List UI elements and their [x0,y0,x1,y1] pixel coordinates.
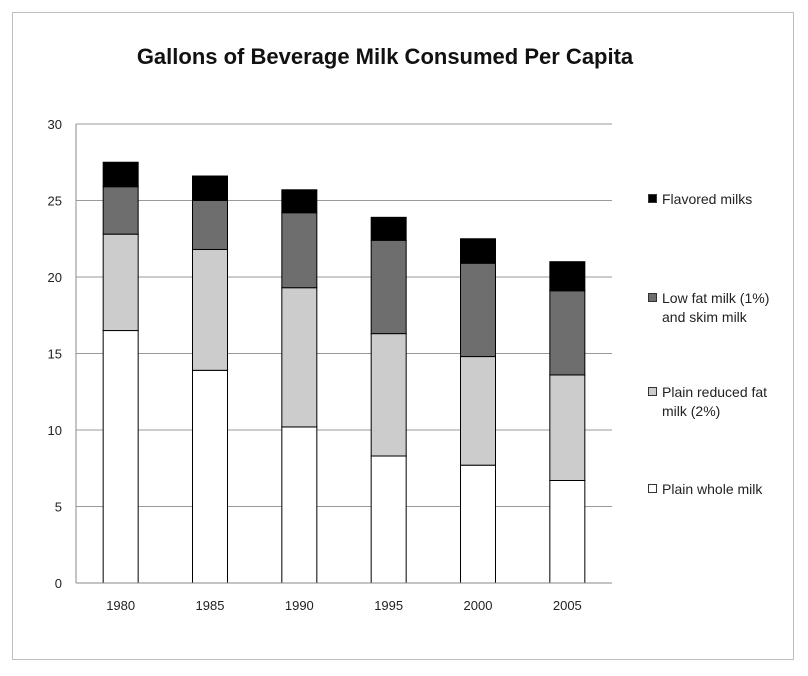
bar-1980-low-fat-milk-1-and-skim-milk [102,186,139,235]
bar-1990-plain-whole-milk [281,426,318,584]
y-tick-label: 5 [55,500,62,515]
bar-1990-plain-reduced-fat-milk-2 [281,287,318,428]
y-tick-label: 15 [48,347,62,362]
legend-item-flavored-milks: Flavored milks [648,190,792,209]
legend-swatch-reduced-fat [648,387,657,396]
bar-1995-low-fat-milk-1-and-skim-milk [370,239,407,335]
x-tick-label-2000: 2000 [464,598,493,613]
bar-2000-low-fat-milk-1-and-skim-milk [460,262,496,358]
y-tick-label: 10 [48,423,62,438]
bar-1980-flavored-milks [102,161,139,188]
bar-2000-flavored-milks [460,238,496,264]
bar-1995-flavored-milks [370,216,407,241]
x-tick-label-1995: 1995 [374,598,403,613]
x-tick-label-1990: 1990 [285,598,314,613]
legend-label-whole-milk: Plain whole milk [662,481,763,497]
bar-2005-low-fat-milk-1-and-skim-milk [549,290,586,376]
legend-label-flavored-milks: Flavored milks [662,191,753,207]
y-tick-label: 30 [48,117,62,132]
legend-swatch-flavored-milks [648,194,657,203]
bar-2000-plain-reduced-fat-milk-2 [460,356,496,466]
bar-2000-plain-whole-milk [460,464,496,584]
legend-item-low-fat-skim: Low fat milk (1%) and skim milk [648,289,782,327]
bar-1985-flavored-milks [192,175,228,202]
bar-1985-low-fat-milk-1-and-skim-milk [192,200,228,250]
legend-swatch-whole-milk [648,484,657,493]
bar-1985-plain-reduced-fat-milk-2 [192,248,228,371]
legend-item-whole-milk: Plain whole milk [648,480,792,499]
bar-1995-plain-reduced-fat-milk-2 [370,333,407,457]
bar-1990-flavored-milks [281,189,318,214]
bar-1980-plain-whole-milk [102,330,139,584]
y-tick-label: 20 [48,270,62,285]
bar-2005-flavored-milks [549,261,586,292]
legend-item-reduced-fat: Plain reduced fat milk (2%) [648,383,777,421]
legend-label-low-fat-skim: Low fat milk (1%) and skim milk [662,290,770,325]
x-tick-label-2005: 2005 [553,598,582,613]
bar-1995-plain-whole-milk [370,455,407,584]
y-tick-label: 0 [55,576,62,591]
legend-swatch-low-fat-skim [648,293,657,302]
chart-title: Gallons of Beverage Milk Consumed Per Ca… [136,44,634,69]
x-tick-label-1980: 1980 [106,598,135,613]
y-tick-label: 25 [48,194,62,209]
bar-1985-plain-whole-milk [192,369,228,584]
bar-1980-plain-reduced-fat-milk-2 [102,233,139,332]
bar-2005-plain-reduced-fat-milk-2 [549,374,586,481]
x-tick-label-1985: 1985 [196,598,225,613]
bar-2005-plain-whole-milk [549,479,586,584]
legend-label-reduced-fat: Plain reduced fat milk (2%) [662,384,768,419]
bar-1990-low-fat-milk-1-and-skim-milk [281,212,318,289]
